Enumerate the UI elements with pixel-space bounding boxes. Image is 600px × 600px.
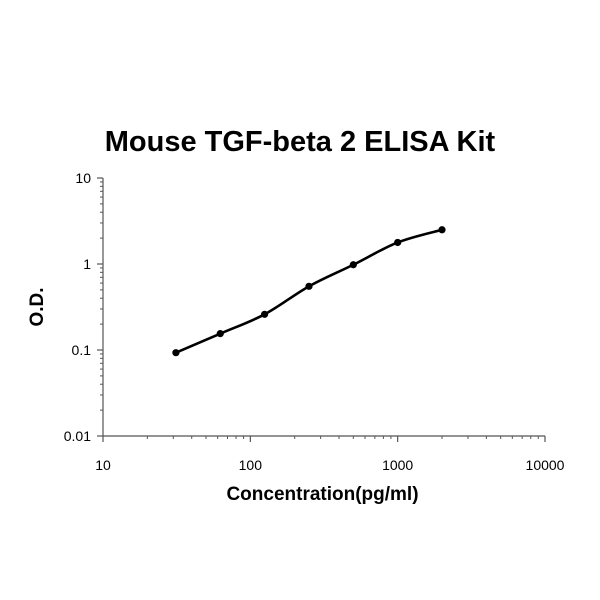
y-tick-label: 10 <box>75 170 91 186</box>
data-point <box>438 226 446 234</box>
series-line <box>174 228 444 355</box>
x-tick-label: 10000 <box>526 457 565 473</box>
y-tick-label: 0.1 <box>72 342 92 358</box>
x-tick-label: 100 <box>239 457 263 473</box>
y-tick-label: 1 <box>83 256 91 272</box>
data-point <box>349 261 357 269</box>
data-point <box>172 349 180 357</box>
data-point <box>394 238 402 247</box>
chart-title: Mouse TGF-beta 2 ELISA Kit <box>104 126 496 158</box>
data-point <box>216 330 224 338</box>
x-axis-label: Concentration(pg/ml) <box>226 484 419 505</box>
data-point <box>261 310 269 318</box>
y-tick-label: 0.01 <box>64 428 91 444</box>
data-point <box>305 282 313 290</box>
x-tick-label: 10 <box>95 457 111 473</box>
x-tick-label: 1000 <box>382 457 413 473</box>
